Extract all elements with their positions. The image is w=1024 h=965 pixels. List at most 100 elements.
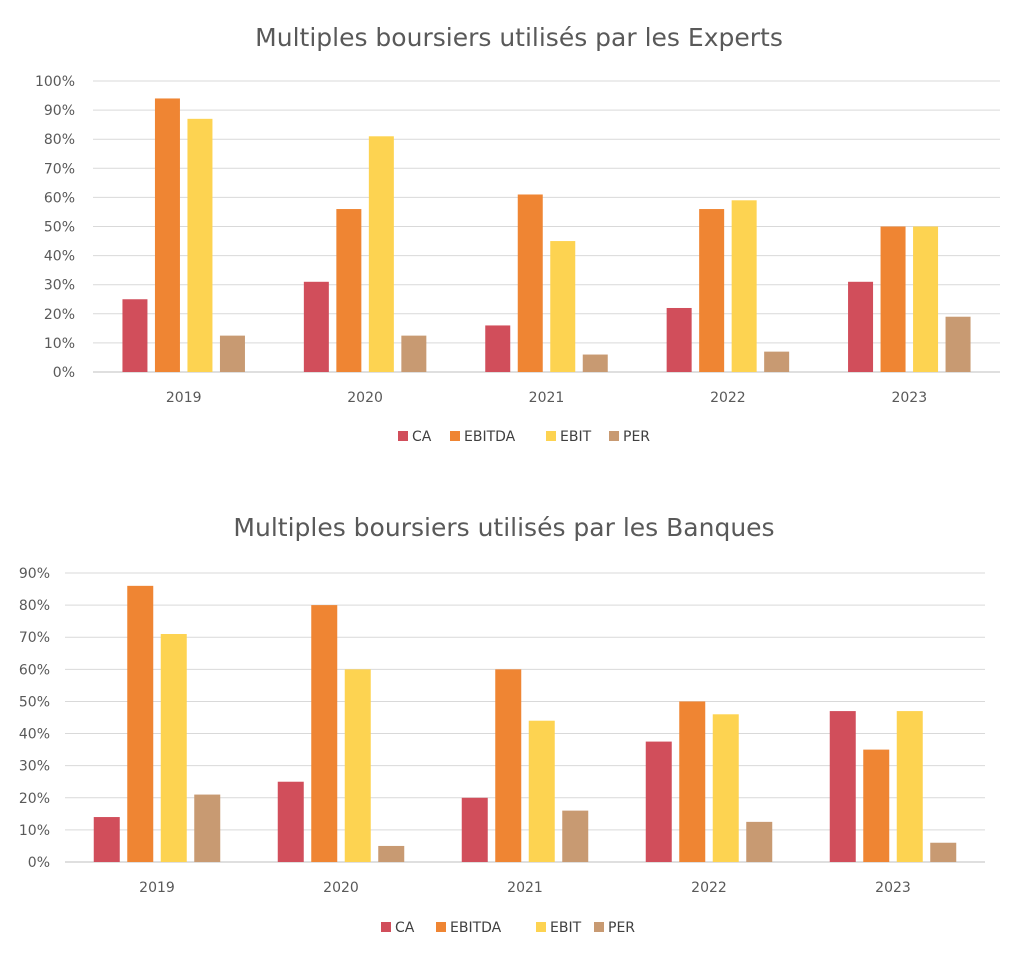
y-tick-label: 40% — [44, 249, 75, 265]
y-tick-label: 20% — [44, 307, 75, 323]
bar-ca-2020 — [277, 781, 304, 862]
x-tick-label: 2022 — [710, 390, 746, 406]
y-tick-label: 70% — [44, 161, 75, 177]
bar-ca-2022 — [645, 741, 672, 862]
legend-item-per: PER — [594, 920, 635, 936]
bar-per-2019 — [194, 794, 221, 862]
y-tick-label: 80% — [19, 598, 50, 614]
bar-per-2023 — [945, 316, 971, 372]
bar-ebit-2019 — [187, 118, 213, 372]
y-tick-label: 50% — [19, 694, 50, 710]
y-tick-label: 50% — [44, 220, 75, 236]
bar-ca-2021 — [485, 325, 511, 372]
bar-ebitda-2021 — [517, 194, 543, 372]
legend-swatch — [546, 431, 556, 441]
bar-ca-2020 — [303, 281, 329, 372]
legend-item-ca: CA — [398, 429, 432, 445]
bar-ebitda-2020 — [311, 605, 338, 862]
x-tick-label: 2020 — [323, 880, 359, 896]
bar-ca-2019 — [93, 817, 120, 862]
bar-per-2022 — [746, 821, 773, 862]
x-tick-label: 2023 — [891, 390, 927, 406]
y-tick-label: 90% — [44, 103, 75, 119]
x-axis-ticks: 2019 2020 2021 2022 2023 — [166, 390, 927, 406]
legend-swatch — [381, 922, 391, 932]
bar-ca-2022 — [666, 307, 692, 372]
bar-ebitda-2019 — [154, 98, 180, 373]
bar-per-2021 — [582, 354, 608, 372]
y-tick-label: 40% — [19, 727, 50, 743]
bar-ca-2019 — [122, 299, 148, 372]
x-tick-label: 2021 — [507, 880, 543, 896]
legend-label: EBITDA — [464, 429, 516, 445]
x-tick-label: 2022 — [691, 880, 727, 896]
bar-ebit-2022 — [712, 714, 739, 862]
legend-item-ebit: EBIT — [536, 920, 582, 936]
legend-item-ebitda: EBITDA — [436, 920, 502, 936]
legend-item-ca: CA — [381, 920, 415, 936]
x-axis-ticks: 2019 2020 2021 2022 2023 — [139, 880, 911, 896]
bar-ebitda-2022 — [699, 209, 725, 372]
x-tick-label: 2023 — [875, 880, 911, 896]
bar-ebit-2021 — [528, 720, 555, 862]
legend: CA EBITDA EBIT PER — [398, 429, 650, 445]
bar-ebit-2022 — [731, 200, 757, 372]
chart-title: Multiples boursiers utilisés par les Ban… — [233, 513, 774, 542]
y-tick-label: 30% — [19, 759, 50, 775]
bar-per-2021 — [562, 810, 589, 862]
legend-item-ebitda: EBITDA — [450, 429, 516, 445]
legend-label: PER — [623, 429, 650, 445]
y-tick-label: 30% — [44, 278, 75, 294]
bar-ebit-2020 — [368, 136, 394, 372]
bar-per-2019 — [219, 335, 245, 372]
y-tick-label: 60% — [44, 190, 75, 206]
legend-label: EBIT — [560, 429, 592, 445]
bar-ebitda-2023 — [880, 226, 906, 372]
legend-label: CA — [412, 429, 432, 445]
bar-ebit-2019 — [160, 634, 187, 862]
y-axis-ticks: 0% 10% 20% 30% 40% 50% 60% 70% 80% 90% 100% — [35, 74, 75, 381]
bar-ebitda-2019 — [127, 585, 154, 862]
bar-ebitda-2023 — [863, 749, 890, 862]
x-tick-label: 2021 — [529, 390, 565, 406]
y-tick-label: 60% — [19, 662, 50, 678]
legend-swatch — [436, 922, 446, 932]
bar-ca-2023 — [848, 281, 874, 372]
x-tick-label: 2019 — [166, 390, 202, 406]
bar-per-2023 — [930, 842, 957, 862]
legend-swatch — [450, 431, 460, 441]
x-tick-label: 2020 — [347, 390, 383, 406]
y-tick-label: 90% — [19, 566, 50, 582]
legend-swatch — [536, 922, 546, 932]
x-tick-label: 2019 — [139, 880, 175, 896]
legend-label: EBIT — [550, 920, 582, 936]
bar-ebit-2021 — [550, 241, 576, 372]
chart-experts: Multiples boursiers utilisés par les Exp… — [35, 23, 1000, 445]
bar-ebit-2023 — [913, 226, 939, 372]
bars — [122, 98, 971, 373]
bar-ebitda-2022 — [679, 701, 706, 862]
y-tick-label: 10% — [19, 823, 50, 839]
bar-per-2020 — [378, 845, 405, 862]
legend-item-per: PER — [609, 429, 650, 445]
bar-ebit-2023 — [896, 711, 923, 862]
y-tick-label: 0% — [53, 365, 75, 381]
bar-per-2022 — [764, 351, 790, 372]
bar-ca-2023 — [829, 711, 856, 862]
y-tick-label: 0% — [28, 855, 50, 871]
bars — [93, 585, 957, 862]
chart-banques: Multiples boursiers utilisés par les Ban… — [19, 513, 985, 936]
y-tick-label: 10% — [44, 336, 75, 352]
bar-ebitda-2021 — [495, 669, 522, 862]
y-axis-ticks: 0% 10% 20% 30% 40% 50% 60% 70% 80% 90% — [19, 566, 50, 871]
bar-per-2020 — [401, 335, 427, 372]
legend-swatch — [609, 431, 619, 441]
bar-ca-2021 — [461, 797, 488, 862]
y-tick-label: 100% — [35, 74, 75, 90]
y-tick-label: 20% — [19, 791, 50, 807]
bar-ebit-2020 — [344, 669, 371, 862]
y-tick-label: 80% — [44, 132, 75, 148]
chart-title: Multiples boursiers utilisés par les Exp… — [255, 23, 783, 52]
legend-label: PER — [608, 920, 635, 936]
legend-item-ebit: EBIT — [546, 429, 592, 445]
